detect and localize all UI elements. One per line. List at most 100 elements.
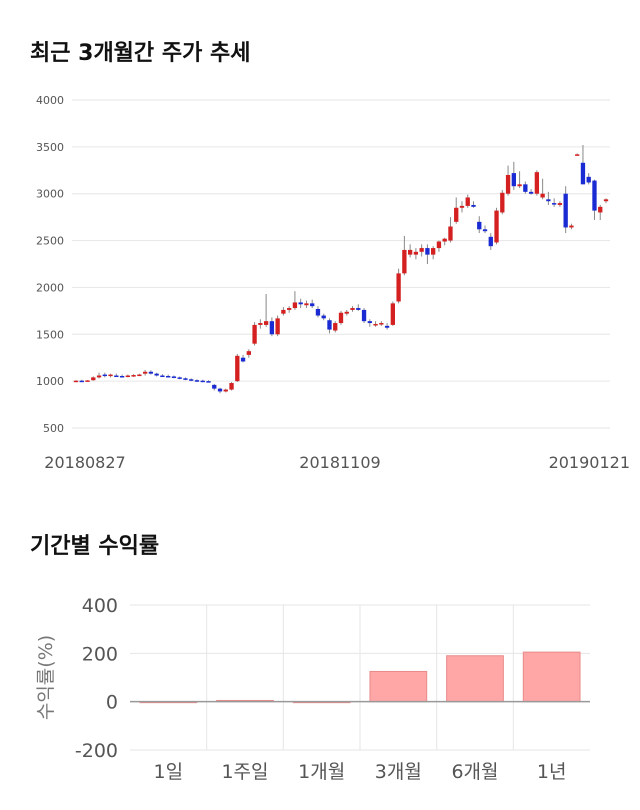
candlestick-chart: 500 1000 1500 2000 2500 3000 3500 4000 20180827 2… <box>36 94 630 472</box>
candle-body <box>108 374 113 377</box>
bar <box>522 651 581 703</box>
candle-body <box>275 318 280 335</box>
candle-body <box>229 383 234 390</box>
candle-body <box>350 308 355 310</box>
x-tick-label: 3개월 <box>375 761 422 783</box>
candle-body <box>431 248 436 255</box>
y-tick-label: 0 <box>106 692 118 714</box>
candle-body <box>373 323 378 326</box>
candle-body <box>212 384 217 389</box>
candle-body <box>500 192 505 213</box>
x-tick-label: 20180827 <box>44 453 125 472</box>
candle-body <box>546 199 551 202</box>
candle-body <box>240 357 246 362</box>
candle-body <box>551 203 557 205</box>
candle-body <box>189 379 194 381</box>
candle-body <box>252 324 257 344</box>
candle-body <box>517 184 522 187</box>
y-tick-label: -200 <box>75 740 118 762</box>
candle-body <box>206 381 211 383</box>
x-tick-label: 1주일 <box>221 761 268 783</box>
y-tick-label: 2500 <box>36 235 64 248</box>
candle-body <box>448 226 453 241</box>
candle-body <box>269 321 275 335</box>
candle-body <box>298 302 303 305</box>
candle-body <box>258 323 263 325</box>
candle-body <box>315 308 321 316</box>
candle-body <box>580 162 586 185</box>
y-axis-label: 수익률(%) <box>35 635 57 720</box>
candle-body <box>114 375 119 378</box>
x-tick-label: 6개월 <box>451 761 498 783</box>
candle-body <box>454 207 459 222</box>
bar <box>446 655 504 703</box>
candle-body <box>131 375 136 377</box>
candle-body <box>419 248 424 252</box>
candle-body <box>286 308 292 310</box>
candle-body <box>154 373 159 376</box>
chart-title-returns: 기간별 수익률 <box>30 534 160 559</box>
candle-body <box>96 375 102 378</box>
x-tick-label: 1일 <box>154 761 184 783</box>
candle-body <box>344 311 349 314</box>
y-tick-label: 1000 <box>36 375 64 388</box>
candle-body <box>442 238 447 242</box>
candle-body <box>390 303 396 325</box>
candle-body <box>235 355 240 382</box>
candle-body <box>321 315 326 319</box>
candle-body <box>402 249 407 274</box>
candle-body <box>142 371 148 374</box>
candle-body <box>281 309 286 314</box>
candle-body <box>569 225 574 228</box>
candle-body <box>471 204 476 207</box>
candle-body <box>79 380 84 383</box>
candle-body <box>333 323 338 331</box>
candle-body <box>488 236 493 247</box>
candle-body <box>91 377 96 381</box>
candle-body <box>367 321 372 324</box>
candle-body <box>396 273 401 302</box>
x-tick-label: 20190121 <box>549 453 630 472</box>
candle-body <box>465 197 470 206</box>
candle-body <box>200 380 205 383</box>
candle-body <box>263 321 269 325</box>
candle-body <box>119 375 125 378</box>
candle-body <box>425 248 430 255</box>
candle-body <box>459 205 465 208</box>
candle-body <box>563 193 568 228</box>
candle-body <box>523 184 528 192</box>
y-tick-label: 3500 <box>36 141 64 154</box>
candle-body <box>592 180 597 211</box>
candle-body <box>310 303 315 307</box>
candle-body <box>85 380 90 382</box>
candle-body <box>413 251 419 255</box>
candle-body <box>494 210 499 243</box>
candle-body <box>477 221 482 230</box>
candle-body <box>102 374 107 377</box>
candle-body <box>534 172 540 194</box>
y-tick-label: 200 <box>82 643 118 665</box>
y-tick-label: 2000 <box>36 281 64 294</box>
candle-body <box>384 325 390 328</box>
candle-body <box>327 320 332 330</box>
y-tick-label: 500 <box>43 422 64 435</box>
y-tick-label: 4000 <box>36 94 64 107</box>
candle-body <box>379 323 384 325</box>
candle-body <box>223 389 228 392</box>
y-tick-label: 400 <box>82 595 118 617</box>
candle-body <box>217 388 223 392</box>
x-tick-label: 20181109 <box>299 453 380 472</box>
candle-body <box>304 303 309 306</box>
y-tick-label: 1500 <box>36 328 64 341</box>
candle-body <box>407 249 413 255</box>
candle-body <box>171 376 177 378</box>
candle-body <box>356 308 361 310</box>
candle-body <box>586 176 591 183</box>
bar <box>369 670 428 703</box>
y-tick-label: 3000 <box>36 188 64 201</box>
returns-bar-chart: -200 0 200 400 1일 1주일 1개월 3개월 6개월 1년 수익률(%) <box>35 595 590 783</box>
candle-body <box>292 302 298 309</box>
candle-body <box>598 206 603 213</box>
candle-body <box>505 174 511 194</box>
candle-body <box>361 309 367 322</box>
